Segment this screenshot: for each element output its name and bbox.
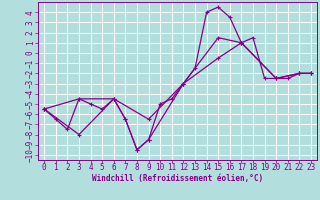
X-axis label: Windchill (Refroidissement éolien,°C): Windchill (Refroidissement éolien,°C)	[92, 174, 263, 183]
